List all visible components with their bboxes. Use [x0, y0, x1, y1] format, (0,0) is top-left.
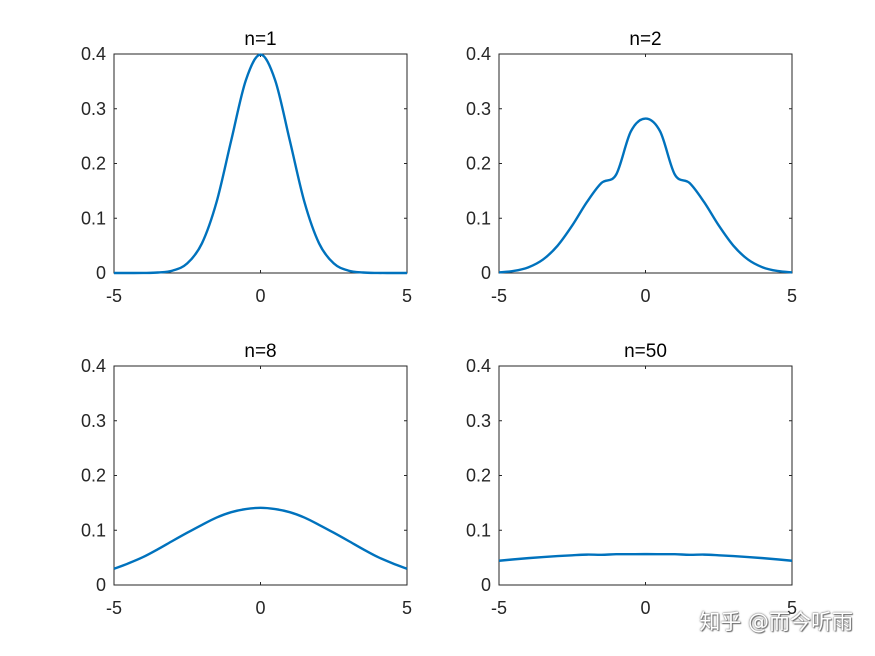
- x-tick-label: 0: [255, 286, 265, 306]
- x-tick-label: -5: [491, 598, 507, 618]
- axes-box: [498, 365, 793, 586]
- density-curve: [498, 117, 793, 274]
- density-curve: [498, 552, 793, 562]
- y-tick-label: 0.2: [81, 466, 106, 486]
- x-tick-label: -5: [106, 286, 122, 306]
- y-tick-label: 0: [96, 263, 106, 283]
- subplot-n2: n=2 00.10.20.30.4-5 0 5: [466, 29, 797, 306]
- x-tick-label: -5: [106, 598, 122, 618]
- axes-box: [113, 365, 408, 586]
- y-tick-label: 0.3: [466, 99, 491, 119]
- axes-box: [498, 53, 793, 274]
- y-tick-label: 0.4: [81, 356, 106, 376]
- y-tick-label: 0.3: [81, 411, 106, 431]
- x-tick-label: 5: [787, 286, 797, 306]
- watermark: 知乎 @而今听雨: [699, 610, 853, 634]
- x-tick-label: 0: [640, 286, 650, 306]
- x-tick-label: 0: [640, 598, 650, 618]
- y-tick-label: 0.2: [81, 154, 106, 174]
- axes-box: [113, 53, 408, 274]
- y-tick-label: 0.1: [466, 520, 491, 540]
- subplot-title: n=2: [629, 29, 661, 50]
- y-tick-label: 0.4: [466, 44, 491, 64]
- x-tick-label: -5: [491, 286, 507, 306]
- subplot-n1: n=1 00.10.20.30.4-5 0 5: [81, 29, 412, 306]
- x-tick-label: 5: [787, 598, 797, 618]
- x-tick-label: 0: [255, 598, 265, 618]
- y-tick-label: 0: [96, 575, 106, 595]
- y-tick-label: 0.3: [81, 99, 106, 119]
- subplot-n50: n=50 00.10.20.30.4-5 0 5: [466, 341, 797, 618]
- y-tick-label: 0.1: [466, 208, 491, 228]
- y-tick-label: 0.1: [81, 208, 106, 228]
- y-tick-label: 0.1: [81, 520, 106, 540]
- subplot-title: n=50: [624, 341, 667, 362]
- subplot-title: n=8: [244, 341, 276, 362]
- x-tick-label: 5: [402, 598, 412, 618]
- subplot-title: n=1: [244, 29, 276, 50]
- y-tick-label: 0.4: [81, 44, 106, 64]
- y-tick-label: 0.2: [466, 466, 491, 486]
- y-tick-label: 0: [481, 575, 491, 595]
- y-tick-label: 0: [481, 263, 491, 283]
- y-tick-label: 0.2: [466, 154, 491, 174]
- density-curve: [113, 53, 408, 275]
- subplot-n8: n=8 00.10.20.30.4-5 0 5: [81, 341, 412, 618]
- density-curve: [113, 506, 408, 570]
- y-tick-label: 0.4: [466, 356, 491, 376]
- y-tick-label: 0.3: [466, 411, 491, 431]
- x-tick-label: 5: [402, 286, 412, 306]
